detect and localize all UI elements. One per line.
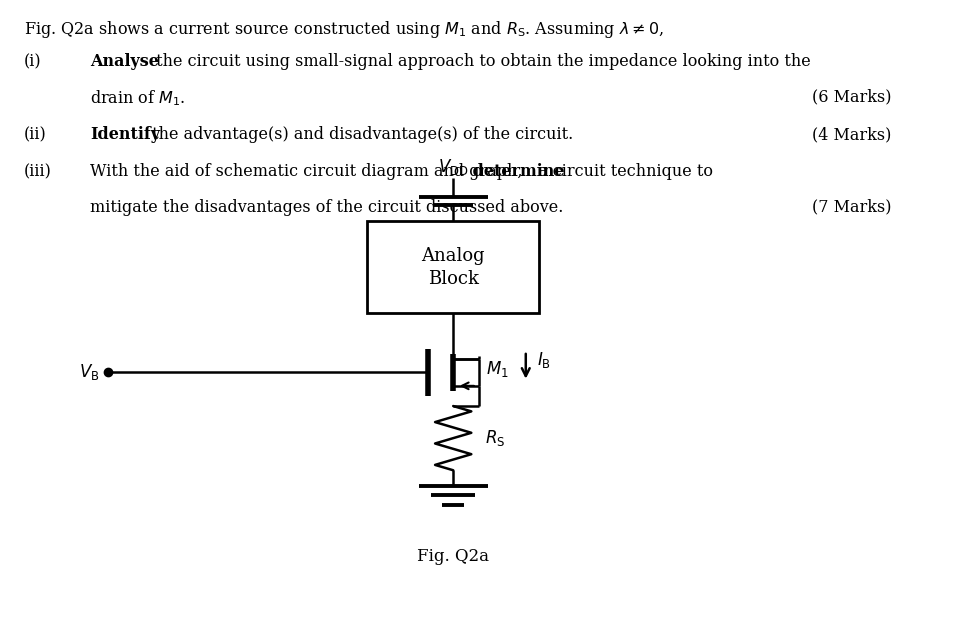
Text: drain of $M_1$.: drain of $M_1$. — [91, 89, 186, 108]
Text: $I_\mathrm{B}$: $I_\mathrm{B}$ — [537, 350, 551, 370]
Text: (iii): (iii) — [24, 163, 52, 180]
Bar — [367, 221, 540, 313]
Text: Block: Block — [428, 270, 478, 288]
Text: $V_\mathrm{DD}$: $V_\mathrm{DD}$ — [438, 157, 469, 177]
Text: Fig. Q2a shows a current source constructed using $M_1$ and $R_\mathrm{S}$. Assu: Fig. Q2a shows a current source construc… — [24, 19, 664, 40]
Text: (7 Marks): (7 Marks) — [812, 198, 891, 216]
Text: determine: determine — [467, 163, 564, 180]
Text: $V_\mathrm{B}$: $V_\mathrm{B}$ — [79, 362, 99, 383]
Text: Analog: Analog — [421, 247, 485, 265]
Text: $R_\mathrm{S}$: $R_\mathrm{S}$ — [485, 428, 505, 448]
Text: mitigate the disadvantages of the circuit discussed above.: mitigate the disadvantages of the circui… — [91, 198, 563, 216]
Text: Analyse: Analyse — [91, 53, 159, 70]
Text: (i): (i) — [24, 53, 42, 70]
Text: the advantage(s) and disadvantage(s) of the circuit.: the advantage(s) and disadvantage(s) of … — [146, 126, 573, 143]
Text: Identify: Identify — [91, 126, 160, 143]
Text: the circuit using small-signal approach to obtain the impedance looking into the: the circuit using small-signal approach … — [151, 53, 811, 70]
Text: Fig. Q2a: Fig. Q2a — [417, 548, 489, 565]
Text: (4 Marks): (4 Marks) — [812, 126, 891, 143]
Text: a circuit technique to: a circuit technique to — [533, 163, 713, 180]
Text: With the aid of schematic circuit diagram and graph,: With the aid of schematic circuit diagra… — [91, 163, 522, 180]
Text: (6 Marks): (6 Marks) — [812, 89, 891, 105]
Text: $M_1$: $M_1$ — [486, 360, 509, 379]
Text: (ii): (ii) — [24, 126, 47, 143]
